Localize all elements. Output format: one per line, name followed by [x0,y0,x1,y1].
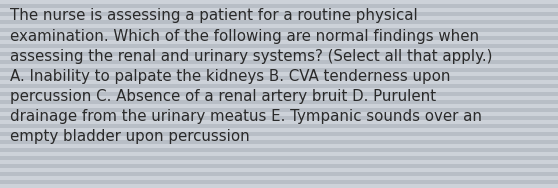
Bar [0,44,558,48]
Bar [0,32,558,36]
Bar [0,104,558,108]
Text: The nurse is assessing a patient for a routine physical
examination. Which of th: The nurse is assessing a patient for a r… [10,8,493,144]
Bar [0,132,558,136]
Bar [0,144,558,148]
Bar [0,128,558,132]
Bar [0,8,558,12]
Bar [0,152,558,156]
Bar [0,96,558,100]
Bar [0,24,558,28]
Bar [0,120,558,124]
Bar [0,124,558,128]
Bar [0,92,558,96]
Bar [0,28,558,32]
Bar [0,4,558,8]
Bar [0,36,558,40]
Bar [0,140,558,144]
Bar [0,12,558,16]
Bar [0,56,558,60]
Bar [0,52,558,56]
Bar [0,40,558,44]
Bar [0,160,558,164]
Bar [0,80,558,84]
Bar [0,72,558,76]
Bar [0,60,558,64]
Bar [0,176,558,180]
Bar [0,184,558,188]
Bar [0,156,558,160]
Bar [0,16,558,20]
Bar [0,108,558,112]
Bar [0,64,558,68]
Bar [0,100,558,104]
Bar [0,164,558,168]
Bar [0,172,558,176]
Bar [0,0,558,4]
Bar [0,88,558,92]
Bar [0,68,558,72]
Bar [0,84,558,88]
Bar [0,168,558,172]
Bar [0,76,558,80]
Bar [0,48,558,52]
Bar [0,112,558,116]
Bar [0,136,558,140]
Bar [0,180,558,184]
Bar [0,20,558,24]
Bar [0,116,558,120]
Bar [0,148,558,152]
